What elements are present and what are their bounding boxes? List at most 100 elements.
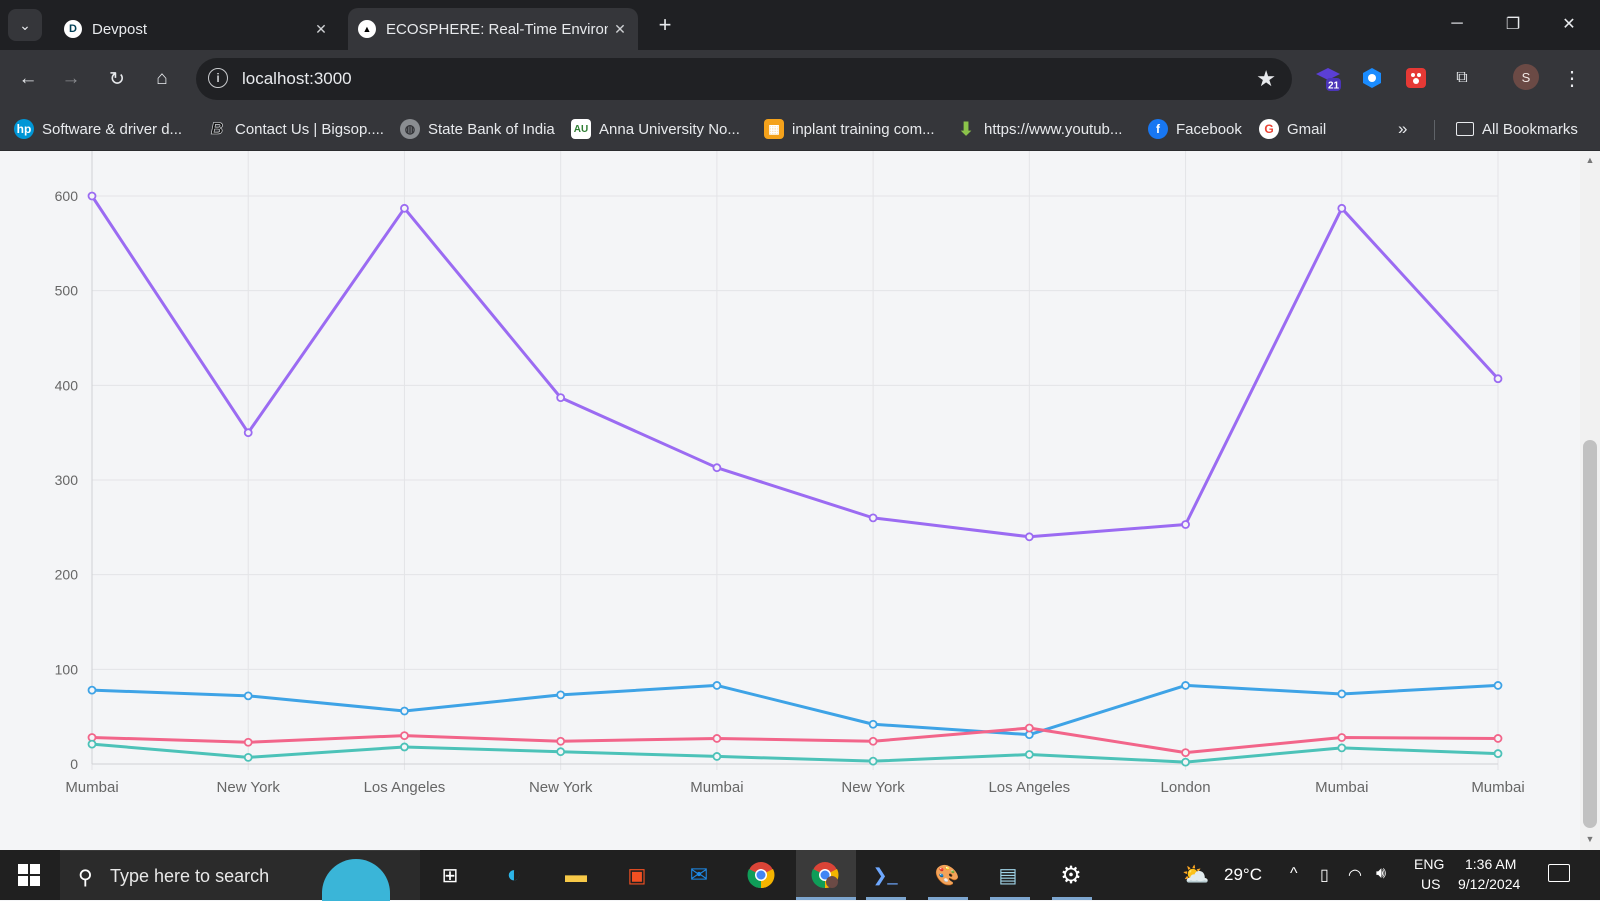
- data-point: [243, 691, 253, 701]
- dolphin-illustration-icon: [322, 859, 390, 901]
- data-point: [1493, 734, 1503, 743]
- data-point: [1337, 689, 1347, 699]
- data-point: [1493, 374, 1503, 384]
- browser-menu-button[interactable]: ⋮: [1558, 64, 1586, 92]
- bookmark-item[interactable]: ◍ State Bank of India: [400, 117, 555, 141]
- wifi-icon[interactable]: ◠: [1348, 867, 1362, 884]
- clock-time[interactable]: 1:36 AM: [1465, 856, 1517, 872]
- extension-hexagon-button[interactable]: [1358, 64, 1386, 92]
- close-icon[interactable]: ✕: [614, 20, 626, 37]
- close-window-button[interactable]: ✕: [1546, 6, 1592, 42]
- keyboard-layout-indicator[interactable]: US: [1421, 876, 1441, 892]
- bookmark-item[interactable]: f Facebook: [1148, 117, 1242, 141]
- file-explorer-button[interactable]: ▬: [559, 859, 593, 891]
- microsoft-store-button[interactable]: ▣: [620, 859, 654, 891]
- back-button[interactable]: ←: [12, 63, 44, 95]
- running-app-indicator: [1052, 897, 1092, 900]
- windows-taskbar: ⚲ Type here to search ⊞ ◐ ▬ ▣ ✉ ❯_ 🎨 ▤ ⚙…: [0, 850, 1600, 901]
- data-point: [1337, 733, 1347, 742]
- star-icon[interactable]: ★: [1256, 66, 1276, 91]
- new-tab-button[interactable]: +: [650, 10, 680, 40]
- bookmark-label: Contact Us | Bigsop....: [235, 120, 384, 138]
- chrome-profile-button[interactable]: [808, 859, 842, 891]
- close-icon[interactable]: ✕: [315, 20, 327, 37]
- data-point: [712, 463, 722, 473]
- more-bookmarks-button[interactable]: »: [1398, 117, 1407, 141]
- taskbar-search-box[interactable]: ⚲ Type here to search: [60, 850, 420, 901]
- mail-button[interactable]: ✉: [682, 859, 716, 891]
- chrome-icon: [747, 862, 775, 889]
- series-line-2: [90, 726, 1500, 755]
- y-tick-label: 0: [70, 756, 78, 772]
- data-point: [1337, 743, 1347, 753]
- task-view-button[interactable]: ⊞: [433, 859, 467, 891]
- bookmarks-divider: [1434, 120, 1435, 140]
- running-app-indicator: [866, 897, 906, 900]
- data-point: [556, 747, 566, 757]
- forward-button[interactable]: →: [55, 63, 87, 95]
- address-bar[interactable]: i localhost:3000 ★: [196, 58, 1292, 100]
- x-tick-label: New York: [841, 779, 905, 796]
- bookmark-item[interactable]: B Contact Us | Bigsop....: [207, 117, 384, 141]
- chrome-button[interactable]: [744, 859, 778, 891]
- all-bookmarks-button[interactable]: All Bookmarks: [1456, 117, 1578, 141]
- extension-paw-button[interactable]: [1402, 64, 1430, 92]
- edge-button[interactable]: ◐: [497, 859, 531, 891]
- tab-devpost[interactable]: D Devpost ✕: [54, 8, 339, 50]
- powershell-button[interactable]: ❯_: [868, 859, 902, 891]
- notification-icon[interactable]: [1548, 864, 1570, 882]
- y-tick-label: 500: [55, 283, 79, 299]
- data-point: [400, 203, 409, 213]
- scrollbar-thumb[interactable]: [1583, 440, 1597, 828]
- tab-ecosphere[interactable]: ▲ ECOSPHERE: Real-Time Environ ✕: [348, 8, 638, 50]
- y-tick-label: 600: [55, 188, 79, 204]
- minimize-button[interactable]: ─: [1434, 6, 1480, 42]
- x-tick-label: New York: [529, 779, 593, 796]
- reload-button[interactable]: ↻: [101, 63, 133, 95]
- tab-search-button[interactable]: ⌄: [8, 9, 42, 41]
- data-point: [1337, 203, 1347, 213]
- bookmarks-bar: hp Software & driver d... B Contact Us |…: [0, 108, 1600, 151]
- language-indicator[interactable]: ENG: [1414, 856, 1445, 872]
- volume-icon[interactable]: 🔊︎: [1376, 865, 1387, 882]
- temperature-label[interactable]: 29°C: [1224, 865, 1262, 884]
- series-line-0: [90, 194, 1500, 539]
- info-icon[interactable]: i: [208, 68, 228, 88]
- x-tick-label: Mumbai: [1471, 779, 1524, 796]
- extension-graduation-button[interactable]: 21: [1314, 64, 1342, 92]
- weather-partly-cloudy-icon[interactable]: ⛅: [1182, 862, 1210, 887]
- windows-start-icon[interactable]: [18, 864, 40, 886]
- clock-date[interactable]: 9/12/2024: [1458, 876, 1521, 892]
- chevron-up-icon[interactable]: ^: [1290, 865, 1298, 882]
- series-line-1: [90, 683, 1500, 737]
- chevron-down-icon: ⌄: [19, 16, 31, 33]
- bookmark-item[interactable]: hp Software & driver d...: [14, 117, 182, 141]
- settings-button[interactable]: ⚙: [1054, 859, 1088, 891]
- bookmark-item[interactable]: ▦ inplant training com...: [764, 117, 935, 141]
- running-app-indicator: [990, 897, 1030, 900]
- url-text[interactable]: localhost:3000: [242, 69, 352, 88]
- scroll-up-arrow-icon[interactable]: ▲: [1585, 155, 1595, 165]
- paint-button[interactable]: 🎨: [930, 859, 964, 891]
- training-icon: ▦: [764, 119, 784, 139]
- data-point: [556, 736, 566, 746]
- restore-icon: ❐: [1505, 16, 1521, 33]
- notepad-button[interactable]: ▤: [991, 859, 1025, 891]
- series-line-3: [90, 742, 1500, 764]
- line-chart: 0 100 200 300 400 500 600 Mumbai New York Los Ang…: [55, 151, 1525, 796]
- profile-avatar[interactable]: S: [1513, 64, 1539, 90]
- bookmark-item[interactable]: G Gmail: [1259, 117, 1326, 141]
- scroll-down-arrow-icon[interactable]: ▼: [1585, 834, 1595, 844]
- home-button[interactable]: ⌂: [146, 63, 178, 95]
- restore-button[interactable]: ❐: [1490, 6, 1536, 42]
- bookmark-label: Gmail: [1287, 120, 1327, 138]
- extension-badge: 21: [1328, 81, 1340, 92]
- tab-title: Devpost: [92, 20, 148, 38]
- puzzle-icon: ⧉: [1456, 69, 1468, 86]
- extensions-button[interactable]: ⧉: [1448, 64, 1476, 92]
- bookmark-item[interactable]: ⬇ https://www.youtub...: [956, 117, 1122, 141]
- bookmark-item[interactable]: AU Anna University No...: [571, 117, 740, 141]
- device-icon[interactable]: ▯: [1320, 867, 1329, 884]
- bookmark-label: Software & driver d...: [42, 120, 183, 138]
- data-point: [712, 734, 722, 743]
